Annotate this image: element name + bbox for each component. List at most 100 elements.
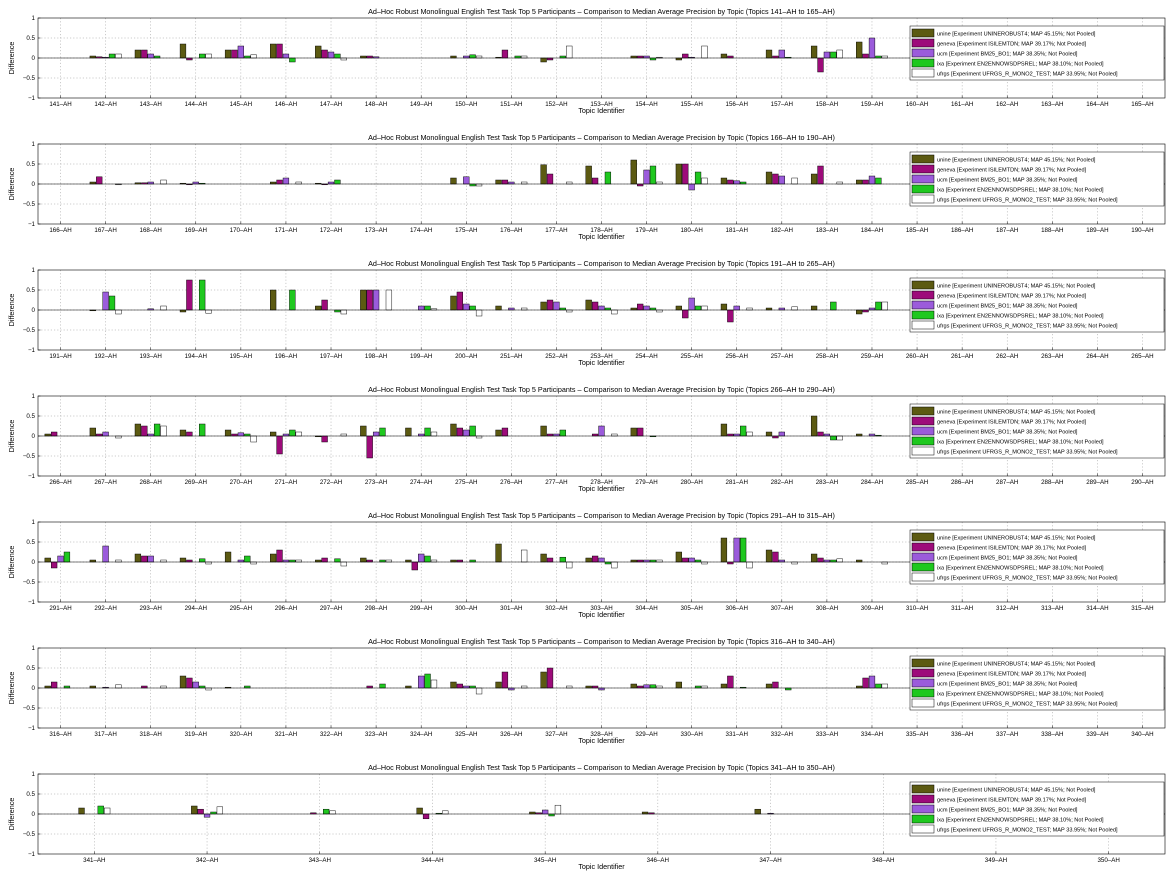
x-tick-label: 152–AH [545, 101, 567, 108]
bar-ucm [463, 429, 470, 437]
x-tick-label: 336–AH [951, 731, 973, 738]
legend-label-geneva: geneva [Experiment ISILEMTDN; MAP 39.17%… [937, 167, 1087, 173]
y-tick-label: 1 [32, 267, 36, 274]
bar-ixa [469, 305, 476, 311]
bar-unine [720, 683, 728, 689]
x-tick-label: 198–AH [365, 353, 387, 360]
bar-unine [720, 423, 728, 437]
bar-ufrgs [329, 810, 336, 815]
y-tick-label: −0.5 [23, 705, 36, 712]
x-tick-label: 343–AH [309, 857, 331, 864]
x-tick-label: 274–AH [410, 479, 432, 486]
x-tick-label: 199–AH [410, 353, 432, 360]
legend: unine [Experiment UNINEROBUST4; MAP 45.1… [909, 151, 1165, 207]
chart-panel: Ad–Hoc Robust Monolingual English Test T… [7, 259, 1166, 367]
bar-geneva [197, 808, 204, 815]
bar-geneva [51, 561, 58, 569]
x-tick-label: 251–AH [500, 353, 522, 360]
legend-label-geneva: geneva [Experiment ISILEMTDN; MAP 39.17%… [937, 419, 1087, 425]
x-axis-label: Topic Identifier [578, 736, 625, 745]
x-axis-label: Topic Identifier [578, 358, 625, 367]
bar-unine [450, 177, 457, 185]
legend-label-ixa: ixa [Experiment EN2ENNOWSDPSREL; MAP 38.… [937, 691, 1104, 697]
y-axis-label: Difference [7, 42, 16, 75]
bar-ucm [237, 45, 244, 59]
x-tick-label: 281–AH [726, 479, 748, 486]
legend-label-ufrgs: ufrgs [Experiment UFRGS_R_MONO2_TEST; MA… [937, 197, 1118, 203]
x-tick-label: 348–AH [872, 857, 894, 864]
bar-unine [360, 425, 367, 437]
x-tick-label: 333–AH [816, 731, 838, 738]
y-tick-label: 0.5 [26, 665, 35, 672]
legend-label-unine: unine [Experiment UNINEROBUST4; MAP 45.1… [937, 535, 1096, 541]
bar-geneva [411, 561, 418, 571]
x-tick-label: 190–AH [1131, 227, 1153, 234]
x-tick-label: 166–AH [49, 227, 71, 234]
bar-unine [224, 429, 232, 437]
x-tick-label: 144–AH [185, 101, 207, 108]
legend-swatch-ucm [911, 426, 935, 436]
bar-unine [44, 557, 51, 563]
x-tick-label: 174–AH [410, 227, 432, 234]
bar-geneva [817, 165, 824, 185]
x-tick-label: 331–AH [726, 731, 748, 738]
x-tick-label: 334–AH [861, 731, 883, 738]
x-tick-label: 143–AH [140, 101, 162, 108]
bar-ufrgs [566, 45, 573, 59]
x-tick-label: 349–AH [985, 857, 1007, 864]
bar-unine [540, 425, 547, 437]
bar-ixa [289, 429, 296, 437]
bar-ufrgs [430, 679, 438, 689]
bar-ufrgs [881, 683, 888, 689]
legend: unine [Experiment UNINEROBUST4; MAP 45.1… [909, 403, 1165, 459]
x-tick-label: 172–AH [320, 227, 342, 234]
x-tick-label: 168–AH [140, 227, 162, 234]
legend-label-unine: unine [Experiment UNINEROBUST4; MAP 45.1… [937, 31, 1096, 37]
bar-unine [134, 49, 142, 59]
bar-unine [810, 553, 818, 563]
x-tick-label: 189–AH [1086, 227, 1108, 234]
bar-ucm [643, 684, 650, 689]
bar-unine [89, 427, 96, 437]
x-tick-label: 299–AH [410, 605, 432, 612]
legend-label-ucm: ucm [Experiment BM25_BO1; MAP 38.35%; No… [937, 177, 1078, 183]
bar-unine [540, 671, 547, 689]
y-tick-label: 0.5 [26, 539, 35, 546]
legend-box [909, 151, 1165, 207]
x-tick-label: 310–AH [906, 605, 928, 612]
bar-geneva [817, 557, 824, 563]
bar-ixa [63, 551, 71, 563]
x-axis-label: Topic Identifier [578, 862, 625, 871]
x-tick-label: 194–AH [185, 353, 207, 360]
bar-ucm [778, 431, 785, 437]
bar-unine [720, 177, 728, 185]
x-tick-label: 298–AH [365, 605, 387, 612]
x-tick-label: 342–AH [196, 857, 218, 864]
legend-swatch-unine [911, 784, 935, 794]
bar-ucm [553, 301, 560, 311]
x-tick-label: 191–AH [49, 353, 71, 360]
legend-label-geneva: geneva [Experiment ISILEMTDN; MAP 39.17%… [937, 671, 1087, 677]
bar-unine [765, 549, 773, 563]
bar-ucm [868, 37, 876, 59]
x-tick-label: 337–AH [996, 731, 1018, 738]
x-tick-label: 285–AH [906, 479, 928, 486]
bar-unine [720, 537, 728, 563]
bar-ixa [830, 435, 837, 441]
bar-unine [540, 553, 547, 563]
legend-swatch-geneva [911, 542, 935, 552]
bar-unine [495, 305, 502, 311]
y-tick-label: −1 [28, 221, 36, 228]
bar-ixa [875, 683, 882, 689]
bar-ixa [244, 555, 251, 563]
bar-ixa [694, 305, 702, 311]
x-tick-label: 307–AH [771, 605, 793, 612]
bar-ufrgs [701, 177, 708, 185]
bar-unine [134, 553, 142, 563]
bar-geneva [186, 677, 193, 689]
y-tick-label: 0 [32, 181, 36, 188]
bar-ucm [778, 175, 785, 185]
x-tick-label: 347–AH [759, 857, 781, 864]
x-tick-label: 315–AH [1131, 605, 1153, 612]
